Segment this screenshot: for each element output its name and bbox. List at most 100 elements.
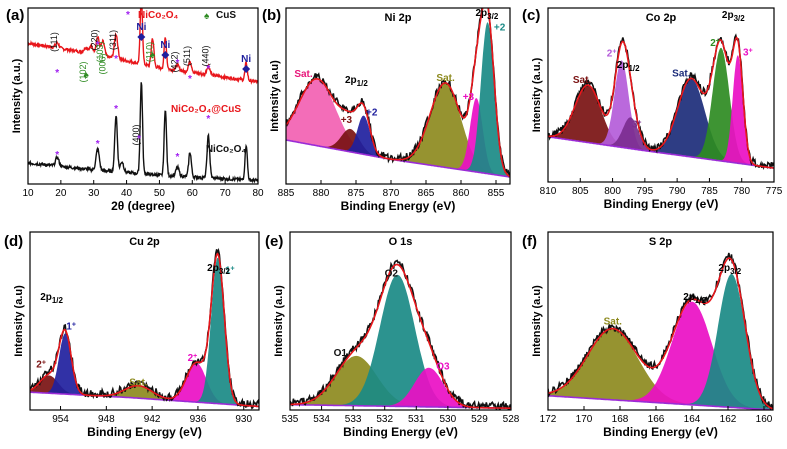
component-label-0: Sat. <box>604 317 623 328</box>
axes-frame-d <box>29 231 260 411</box>
fit-component-3 <box>156 363 237 405</box>
component-label-2: O3 <box>436 362 450 373</box>
x-tick-label: 865 <box>418 188 435 199</box>
panel-a: (a) NiCo₂O₄@CuS NiCo₂O₄ * NiCo₂O₄ ♠ CuS (111) (1… <box>6 7 264 213</box>
fit-component-1 <box>327 274 467 408</box>
star-marker-nico2o4: * <box>114 54 118 65</box>
background-line <box>548 136 774 169</box>
x-tick-label: 30 <box>88 188 100 199</box>
annotation-hkl: (422) <box>170 51 180 72</box>
plot-area-f <box>548 252 773 410</box>
x-tick-label: 775 <box>766 186 783 197</box>
fit-component-0 <box>548 85 640 150</box>
component-label-4: 2+ <box>710 38 720 49</box>
component-label-2: 3+ <box>632 119 642 130</box>
fit-component-4 <box>687 47 755 166</box>
fit-envelope-line <box>548 257 773 410</box>
x-tick-label: 531 <box>408 414 425 425</box>
panel-label-b: (b) <box>262 7 281 24</box>
panel-label-f: (f) <box>522 233 537 250</box>
orbital-label: 2p1/2 <box>345 75 368 88</box>
fit-component-2 <box>372 367 486 408</box>
fit-component-5 <box>717 55 759 166</box>
panel-f: (f) S 2p Sat. 2p1/2 2p3/2 172 170 168 166 164 162 1… <box>522 231 774 439</box>
legend-marker-nico2o4: * <box>126 10 130 21</box>
x-tick-label: 60 <box>187 188 199 199</box>
legend-label-cus: CuS <box>216 10 236 21</box>
orbital-label: 2p3/2 <box>476 8 499 21</box>
component-label-3: Sat. <box>436 73 455 84</box>
fit-envelope-line <box>30 252 259 408</box>
panel-label-e: (e) <box>265 233 283 250</box>
panel-d: (d) Cu 2p 2+ 1+ Sat. 2+ 1+ 2p1/2 2p3/2 954 948 942 9… <box>4 231 260 439</box>
y-axis-label: Intensity (a.u) <box>531 285 543 357</box>
annotation-ni: Ni <box>160 40 170 51</box>
x-tick-label: 780 <box>733 186 750 197</box>
x-tick-label: 942 <box>144 414 161 425</box>
annotation-hkl: (220) <box>90 29 100 50</box>
ni-diamond-marker <box>242 65 251 73</box>
x-tick-label: 20 <box>55 188 67 199</box>
annotation-hkl: (102) <box>78 61 88 82</box>
panel-label-d: (d) <box>4 233 23 250</box>
fit-component-5 <box>461 22 510 178</box>
panel-title-e: O 1s <box>389 236 413 248</box>
x-tick-label: 40 <box>121 188 133 199</box>
x-tick-label: 880 <box>313 188 330 199</box>
x-tick-label: 795 <box>637 186 654 197</box>
x-tick-label: 529 <box>471 414 488 425</box>
plot-area-d <box>30 247 259 410</box>
component-label-1: +3 <box>341 115 353 126</box>
star-marker-nico2o4: * <box>176 58 180 69</box>
y-axis-label: Intensity (a.u) <box>269 60 281 132</box>
x-tick-label: 532 <box>376 414 393 425</box>
fit-component-0 <box>290 355 439 408</box>
panel-title-b: Ni 2p <box>385 12 412 24</box>
x-axis-label: 2θ (degree) <box>111 199 175 213</box>
fit-component-4 <box>191 257 244 406</box>
legend-marker-cus: ♠ <box>204 11 210 22</box>
x-tick-label: 172 <box>540 414 557 425</box>
component-label-5: 3+ <box>743 47 753 58</box>
annotation-hkl: (006) <box>98 53 108 74</box>
panel-title-f: S 2p <box>649 236 673 248</box>
annotation-hkl: (103) <box>95 41 105 62</box>
star-marker-nico2o4: * <box>96 40 100 51</box>
star-marker-nico2o4: * <box>206 64 210 75</box>
star-marker-nico2o4: * <box>114 104 118 115</box>
x-tick-label: 860 <box>453 188 470 199</box>
panel-e: (e) O 1s O1 O2 O3 535 534 533 532 531 530 529 528 Bin… <box>265 231 520 439</box>
panel-b: (b) Ni 2p Sat. +3 +2 Sat. +3 +2 2p1/2 2p3/2 885 880… <box>262 7 511 213</box>
x-axis-label: Binding Energy (eV) <box>603 425 718 439</box>
fit-envelope-line <box>286 8 510 178</box>
fit-component-1 <box>314 128 387 159</box>
x-tick-label: 810 <box>540 186 557 197</box>
orbital-label: 2p1/2 <box>40 292 63 305</box>
orbital-label: 2p1/2 <box>617 60 640 73</box>
x-tick-label: 50 <box>154 188 166 199</box>
x-tick-label: 70 <box>220 188 232 199</box>
annotation-hkl: (110) <box>145 42 155 62</box>
annotation-hkl: (440) <box>200 45 210 66</box>
component-label-0: O1 <box>334 348 348 359</box>
annotation-hkl: (111) <box>49 32 59 52</box>
axes-frame-c <box>547 7 775 183</box>
x-tick-label: 80 <box>252 188 264 199</box>
fit-component-1 <box>612 301 772 410</box>
x-axis-label: Binding Energy (eV) <box>341 199 456 213</box>
plot-area-b <box>286 8 510 178</box>
panel-title-c: Co 2p <box>646 12 677 24</box>
axes-frame-e <box>289 231 512 411</box>
x-tick-label: 870 <box>383 188 400 199</box>
plot-area-c <box>548 33 774 171</box>
x-tick-label: 535 <box>282 414 299 425</box>
panel-label-a: (a) <box>6 7 24 24</box>
fit-component-0 <box>548 328 714 407</box>
fit-component-2 <box>599 117 662 153</box>
component-label-3: 2+ <box>188 353 198 364</box>
component-label-1: 1+ <box>66 322 76 333</box>
component-label-0: Sat. <box>294 69 313 80</box>
component-label-2: +2 <box>366 108 378 119</box>
plot-area-a <box>28 8 258 184</box>
